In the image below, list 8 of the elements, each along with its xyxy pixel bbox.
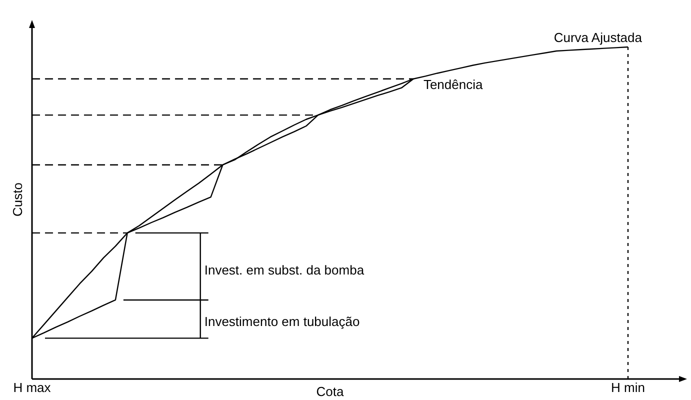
- x-tick-label: H min: [611, 380, 645, 396]
- series-label: Curva Ajustada: [554, 30, 643, 45]
- series-label: Tendência: [423, 76, 484, 92]
- annotation: Investimento em tubulação: [204, 314, 360, 330]
- annotation: Invest. em subst. da bomba: [204, 262, 365, 278]
- x-axis-title: Cota: [316, 384, 344, 399]
- x-tick-label: H max: [13, 380, 52, 396]
- y-axis-title: Custo: [10, 182, 25, 216]
